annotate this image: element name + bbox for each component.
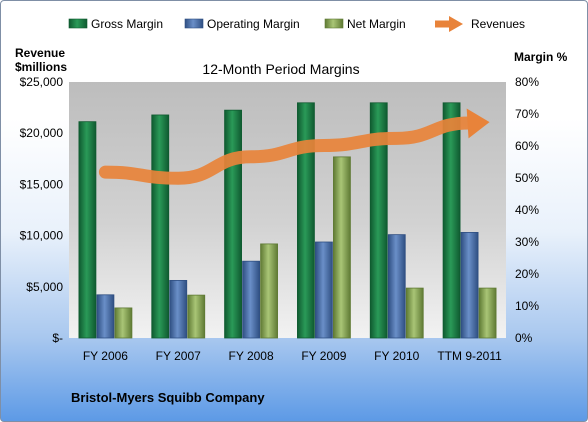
legend-label-revenues: Revenues (471, 17, 525, 31)
left-axis-title-line1: Revenue (15, 46, 65, 60)
x-tick-label: FY 2007 (156, 349, 201, 363)
chart-title: 12-Month Period Margins (202, 61, 359, 77)
bar-net-margin (187, 294, 206, 339)
right-tick-label: 0% (515, 331, 533, 345)
legend-item-net-margin: Net Margin (324, 17, 406, 31)
left-tick-label: $15,000 (20, 177, 64, 191)
x-tick-label: FY 2010 (374, 349, 419, 363)
left-axis: $- $5,000 $10,000 $15,000 $20,000 $25,000 (20, 75, 64, 345)
plot-area (69, 82, 506, 338)
bar-net-margin (405, 287, 424, 339)
bar-operating-margin (315, 241, 333, 339)
right-tick-label: 10% (515, 299, 539, 313)
right-axis: 0% 10% 20% 30% 40% 50% 60% 70% 80% (515, 75, 539, 345)
x-tick-label: FY 2006 (83, 349, 128, 363)
right-tick-label: 20% (515, 267, 539, 281)
legend-item-operating-margin: Operating Margin (184, 17, 300, 31)
x-tick-label: TTM 9-2011 (437, 349, 502, 363)
bar-net-margin (333, 156, 351, 339)
legend-label-net-margin: Net Margin (347, 17, 406, 31)
bar-gross-margin (369, 102, 388, 339)
bar-gross-margin (442, 102, 461, 339)
revenue-line (98, 116, 477, 185)
right-tick-label: 70% (515, 107, 539, 121)
bar-operating-margin (169, 279, 188, 339)
bar-gross-margin (297, 102, 315, 339)
legend-label-operating-margin: Operating Margin (207, 17, 300, 31)
right-tick-label: 80% (515, 75, 539, 89)
right-tick-label: 30% (515, 235, 539, 249)
bar-gross-margin (224, 109, 242, 339)
left-tick-label: $25,000 (20, 75, 64, 89)
bar-net-margin (114, 307, 133, 339)
x-axis: FY 2006 FY 2007 FY 2008 FY 2009 FY 2010 TTM 9… (83, 349, 502, 363)
bar-net-margin (478, 287, 497, 339)
bar-gross-margin (78, 121, 97, 339)
left-tick-label: $- (52, 331, 63, 345)
bar-operating-margin (460, 231, 479, 339)
legend-item-gross-margin: Gross Margin (68, 17, 163, 31)
right-tick-label: 40% (515, 203, 539, 217)
bar-series (78, 102, 497, 339)
legend: Gross Margin Operating Margin Net Margin… (68, 16, 525, 32)
legend-item-revenues: Revenues (435, 16, 525, 32)
right-tick-label: 60% (515, 139, 539, 153)
revenue-arrowhead (466, 108, 490, 139)
company-name: Bristol-Myers Squibb Company (71, 390, 265, 405)
x-tick-label: FY 2008 (229, 349, 274, 363)
x-tick-label: FY 2009 (301, 349, 346, 363)
revenue-series (98, 108, 490, 185)
bar-operating-margin (242, 260, 260, 339)
legend-label-gross-margin: Gross Margin (91, 17, 163, 31)
right-axis-title: Margin % (514, 50, 568, 64)
left-axis-title-line2: $millions (15, 60, 67, 74)
left-tick-label: $10,000 (20, 229, 64, 243)
bar-gross-margin (151, 114, 170, 339)
bar-operating-margin (387, 234, 406, 339)
left-tick-label: $20,000 (20, 126, 64, 140)
left-tick-label: $5,000 (26, 280, 63, 294)
right-tick-label: 50% (515, 171, 539, 185)
bar-operating-margin (96, 294, 115, 339)
bar-net-margin (260, 243, 278, 339)
